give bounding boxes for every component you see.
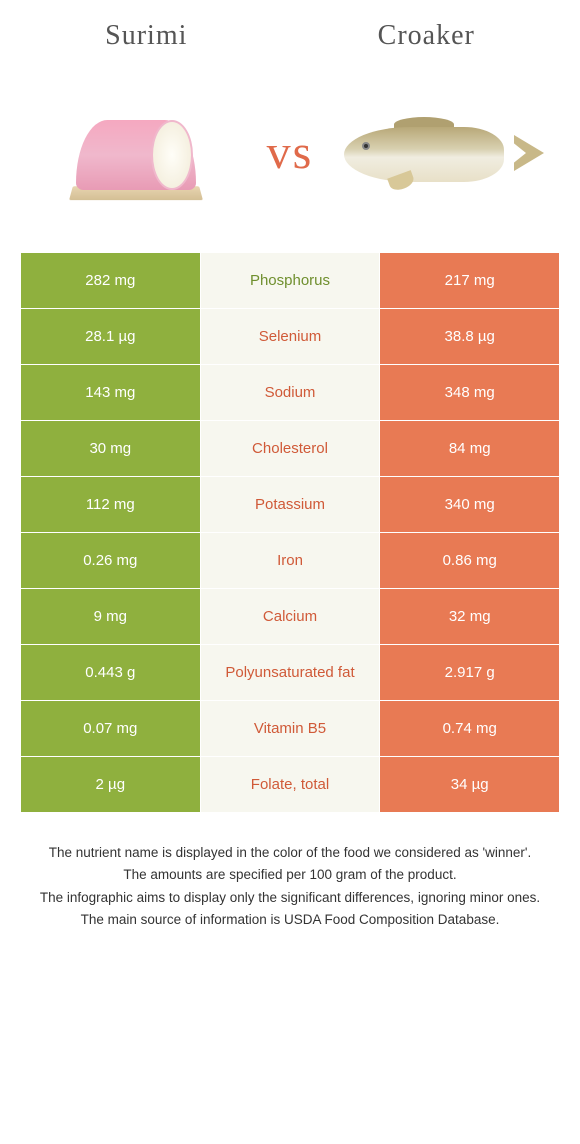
footer-line: The main source of information is USDA F… xyxy=(30,910,550,930)
left-value-cell: 143 mg xyxy=(21,365,201,421)
right-value-cell: 34 µg xyxy=(380,757,560,813)
table-row: 2 µgFolate, total34 µg xyxy=(21,757,560,813)
table-row: 0.07 mgVitamin B50.74 mg xyxy=(21,701,560,757)
right-value-cell: 38.8 µg xyxy=(380,309,560,365)
left-value-cell: 28.1 µg xyxy=(21,309,201,365)
nutrient-name-cell: Folate, total xyxy=(200,757,380,813)
table-row: 112 mgPotassium340 mg xyxy=(21,477,560,533)
nutrient-name-cell: Polyunsaturated fat xyxy=(200,645,380,701)
nutrient-name-cell: Phosphorus xyxy=(200,253,380,309)
table-row: 9 mgCalcium32 mg xyxy=(21,589,560,645)
right-value-cell: 0.86 mg xyxy=(380,533,560,589)
images-row: vs xyxy=(0,62,580,252)
table-row: 28.1 µgSelenium38.8 µg xyxy=(21,309,560,365)
right-value-cell: 32 mg xyxy=(380,589,560,645)
table-row: 0.443 gPolyunsaturated fat2.917 g xyxy=(21,645,560,701)
left-value-cell: 0.26 mg xyxy=(21,533,201,589)
left-value-cell: 112 mg xyxy=(21,477,201,533)
left-value-cell: 9 mg xyxy=(21,589,201,645)
left-value-cell: 0.07 mg xyxy=(21,701,201,757)
nutrient-name-cell: Cholesterol xyxy=(200,421,380,477)
croaker-image xyxy=(344,77,544,227)
nutrient-name-cell: Potassium xyxy=(200,477,380,533)
table-row: 143 mgSodium348 mg xyxy=(21,365,560,421)
right-food-title: Croaker xyxy=(378,20,475,52)
footer-notes: The nutrient name is displayed in the co… xyxy=(0,813,580,942)
left-value-cell: 282 mg xyxy=(21,253,201,309)
table-row: 282 mgPhosphorus217 mg xyxy=(21,253,560,309)
footer-line: The nutrient name is displayed in the co… xyxy=(30,843,550,863)
surimi-image xyxy=(36,77,236,227)
right-value-cell: 340 mg xyxy=(380,477,560,533)
right-value-cell: 348 mg xyxy=(380,365,560,421)
nutrient-name-cell: Selenium xyxy=(200,309,380,365)
right-value-cell: 84 mg xyxy=(380,421,560,477)
comparison-table: 282 mgPhosphorus217 mg28.1 µgSelenium38.… xyxy=(20,252,560,813)
header-row: Surimi Croaker xyxy=(0,0,580,62)
table-row: 30 mgCholesterol84 mg xyxy=(21,421,560,477)
left-value-cell: 0.443 g xyxy=(21,645,201,701)
left-food-title: Surimi xyxy=(105,20,187,52)
nutrient-name-cell: Vitamin B5 xyxy=(200,701,380,757)
right-value-cell: 0.74 mg xyxy=(380,701,560,757)
left-value-cell: 2 µg xyxy=(21,757,201,813)
nutrient-name-cell: Iron xyxy=(200,533,380,589)
nutrient-name-cell: Calcium xyxy=(200,589,380,645)
right-value-cell: 217 mg xyxy=(380,253,560,309)
nutrient-name-cell: Sodium xyxy=(200,365,380,421)
table-row: 0.26 mgIron0.86 mg xyxy=(21,533,560,589)
footer-line: The infographic aims to display only the… xyxy=(30,888,550,908)
left-value-cell: 30 mg xyxy=(21,421,201,477)
vs-text: vs xyxy=(267,125,314,180)
footer-line: The amounts are specified per 100 gram o… xyxy=(30,865,550,885)
right-value-cell: 2.917 g xyxy=(380,645,560,701)
